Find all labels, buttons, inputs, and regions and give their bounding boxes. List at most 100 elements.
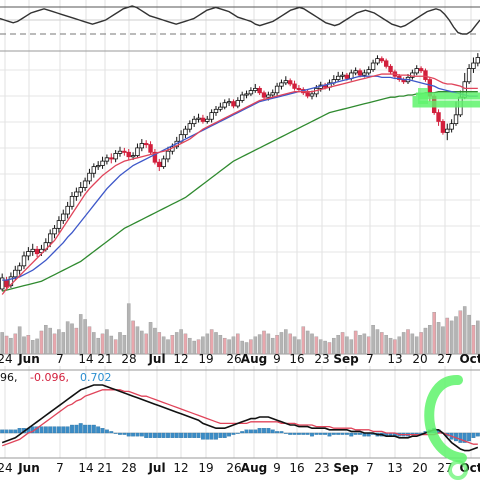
x-tick-label-bottom: 14 [78,461,93,475]
candle-body [388,65,393,73]
volume-bar [26,335,31,355]
macd-histogram-bar [39,426,44,434]
volume-bar [414,336,419,355]
candle-body [383,60,389,67]
volume-bar [48,327,52,355]
volume-bar [227,339,231,355]
macd-histogram-bar [170,432,175,438]
volume-bar [279,332,284,355]
candle-body [335,75,341,80]
volume-bar [253,336,258,355]
candle-body [30,248,35,252]
volume-bar [270,337,275,355]
volume-bar [327,342,332,355]
volume-bar [249,339,253,355]
x-tick-label-bottom: 7 [56,461,64,475]
macd-histogram-bar [349,432,354,437]
candle-body [266,94,271,98]
x-tick-label-bottom: 12 [173,461,188,475]
volume-bar [288,333,292,355]
candle-body [257,87,262,94]
candle-body [274,85,280,94]
highlight-annotation [418,88,428,104]
volume-bar [292,336,297,355]
macd-histogram-bar [257,428,262,434]
candle-body [248,90,254,95]
volume-bar [266,333,271,355]
volume-bar [131,320,135,355]
candle-body [366,69,371,74]
highlight-annotation-c [424,375,467,463]
x-tick-label-top: Oct [459,352,480,366]
volume-bar [87,326,92,355]
x-tick-label-top: 23 [314,352,329,366]
x-tick-label-top: 19 [198,352,213,366]
macd-histogram-bar [0,429,5,434]
volume-bar [353,330,358,355]
macd-histogram-bar [240,431,245,434]
candle-body [78,187,83,193]
volume-bar [349,339,354,355]
candle-body [117,150,123,154]
volume-bar [428,325,432,355]
candle-body [292,83,297,89]
candle-body [340,74,345,77]
macd-histogram-bar [17,428,22,434]
macd-histogram-bar [235,432,240,434]
candle-body [69,195,75,207]
volume-bar [188,337,192,355]
volume-bar [332,337,336,355]
volume-bar [476,320,480,355]
candle-body [0,277,5,290]
volume-bar [214,332,218,355]
osc-line [0,5,480,35]
macd-histogram-bar [122,432,127,435]
macd-histogram-bar [200,432,205,440]
candle-body [270,92,275,96]
macd-histogram-bar [8,429,13,434]
macd-histogram-bar [96,426,101,434]
candle-body [91,166,97,174]
volume-bar [314,336,319,355]
candle-body [135,147,140,157]
candle-body [218,106,223,110]
volume-bar [358,335,362,355]
x-tick-label-bottom: Jun [17,461,40,475]
macd-histogram-bar [458,432,463,443]
volume-bar [17,326,22,355]
volume-bar [22,336,26,355]
volume-bar [301,326,306,355]
candle-body [122,150,127,153]
volume-bar [118,332,122,355]
volume-bar [44,325,48,355]
macd-histogram-bar [126,432,131,437]
candle-body [196,117,201,120]
candle-body [205,118,210,122]
candle-body [65,205,70,215]
macd-histogram-bar [52,426,57,434]
x-tick-label-bottom: 9 [273,461,281,475]
volume-bar [240,340,244,355]
highlight-annotation-dot [448,460,468,480]
candle-body [191,118,197,125]
volume-bar [441,326,445,355]
x-tick-label-top: Jun [17,352,40,366]
volume-bar [432,312,436,355]
macd-histogram-readout: 0.702 [80,371,112,384]
x-tick-label-bottom: 13 [387,461,402,475]
macd-histogram-bar [135,432,140,437]
volume-bar [375,329,380,355]
volume-bar [57,329,61,355]
volume-bar [192,340,196,355]
x-tick-label-top: Sep [333,352,359,366]
x-tick-label-top: 9 [273,352,281,366]
macd-histogram-bar [87,424,92,434]
x-tick-label-bottom: Jul [147,461,165,475]
macd-line [1,384,479,452]
candle-body [13,269,18,278]
candle-body [161,158,166,168]
candle-body [104,157,110,162]
candle-body [235,100,241,107]
volume-bar [218,335,223,355]
macd-histogram-bar [231,432,236,435]
